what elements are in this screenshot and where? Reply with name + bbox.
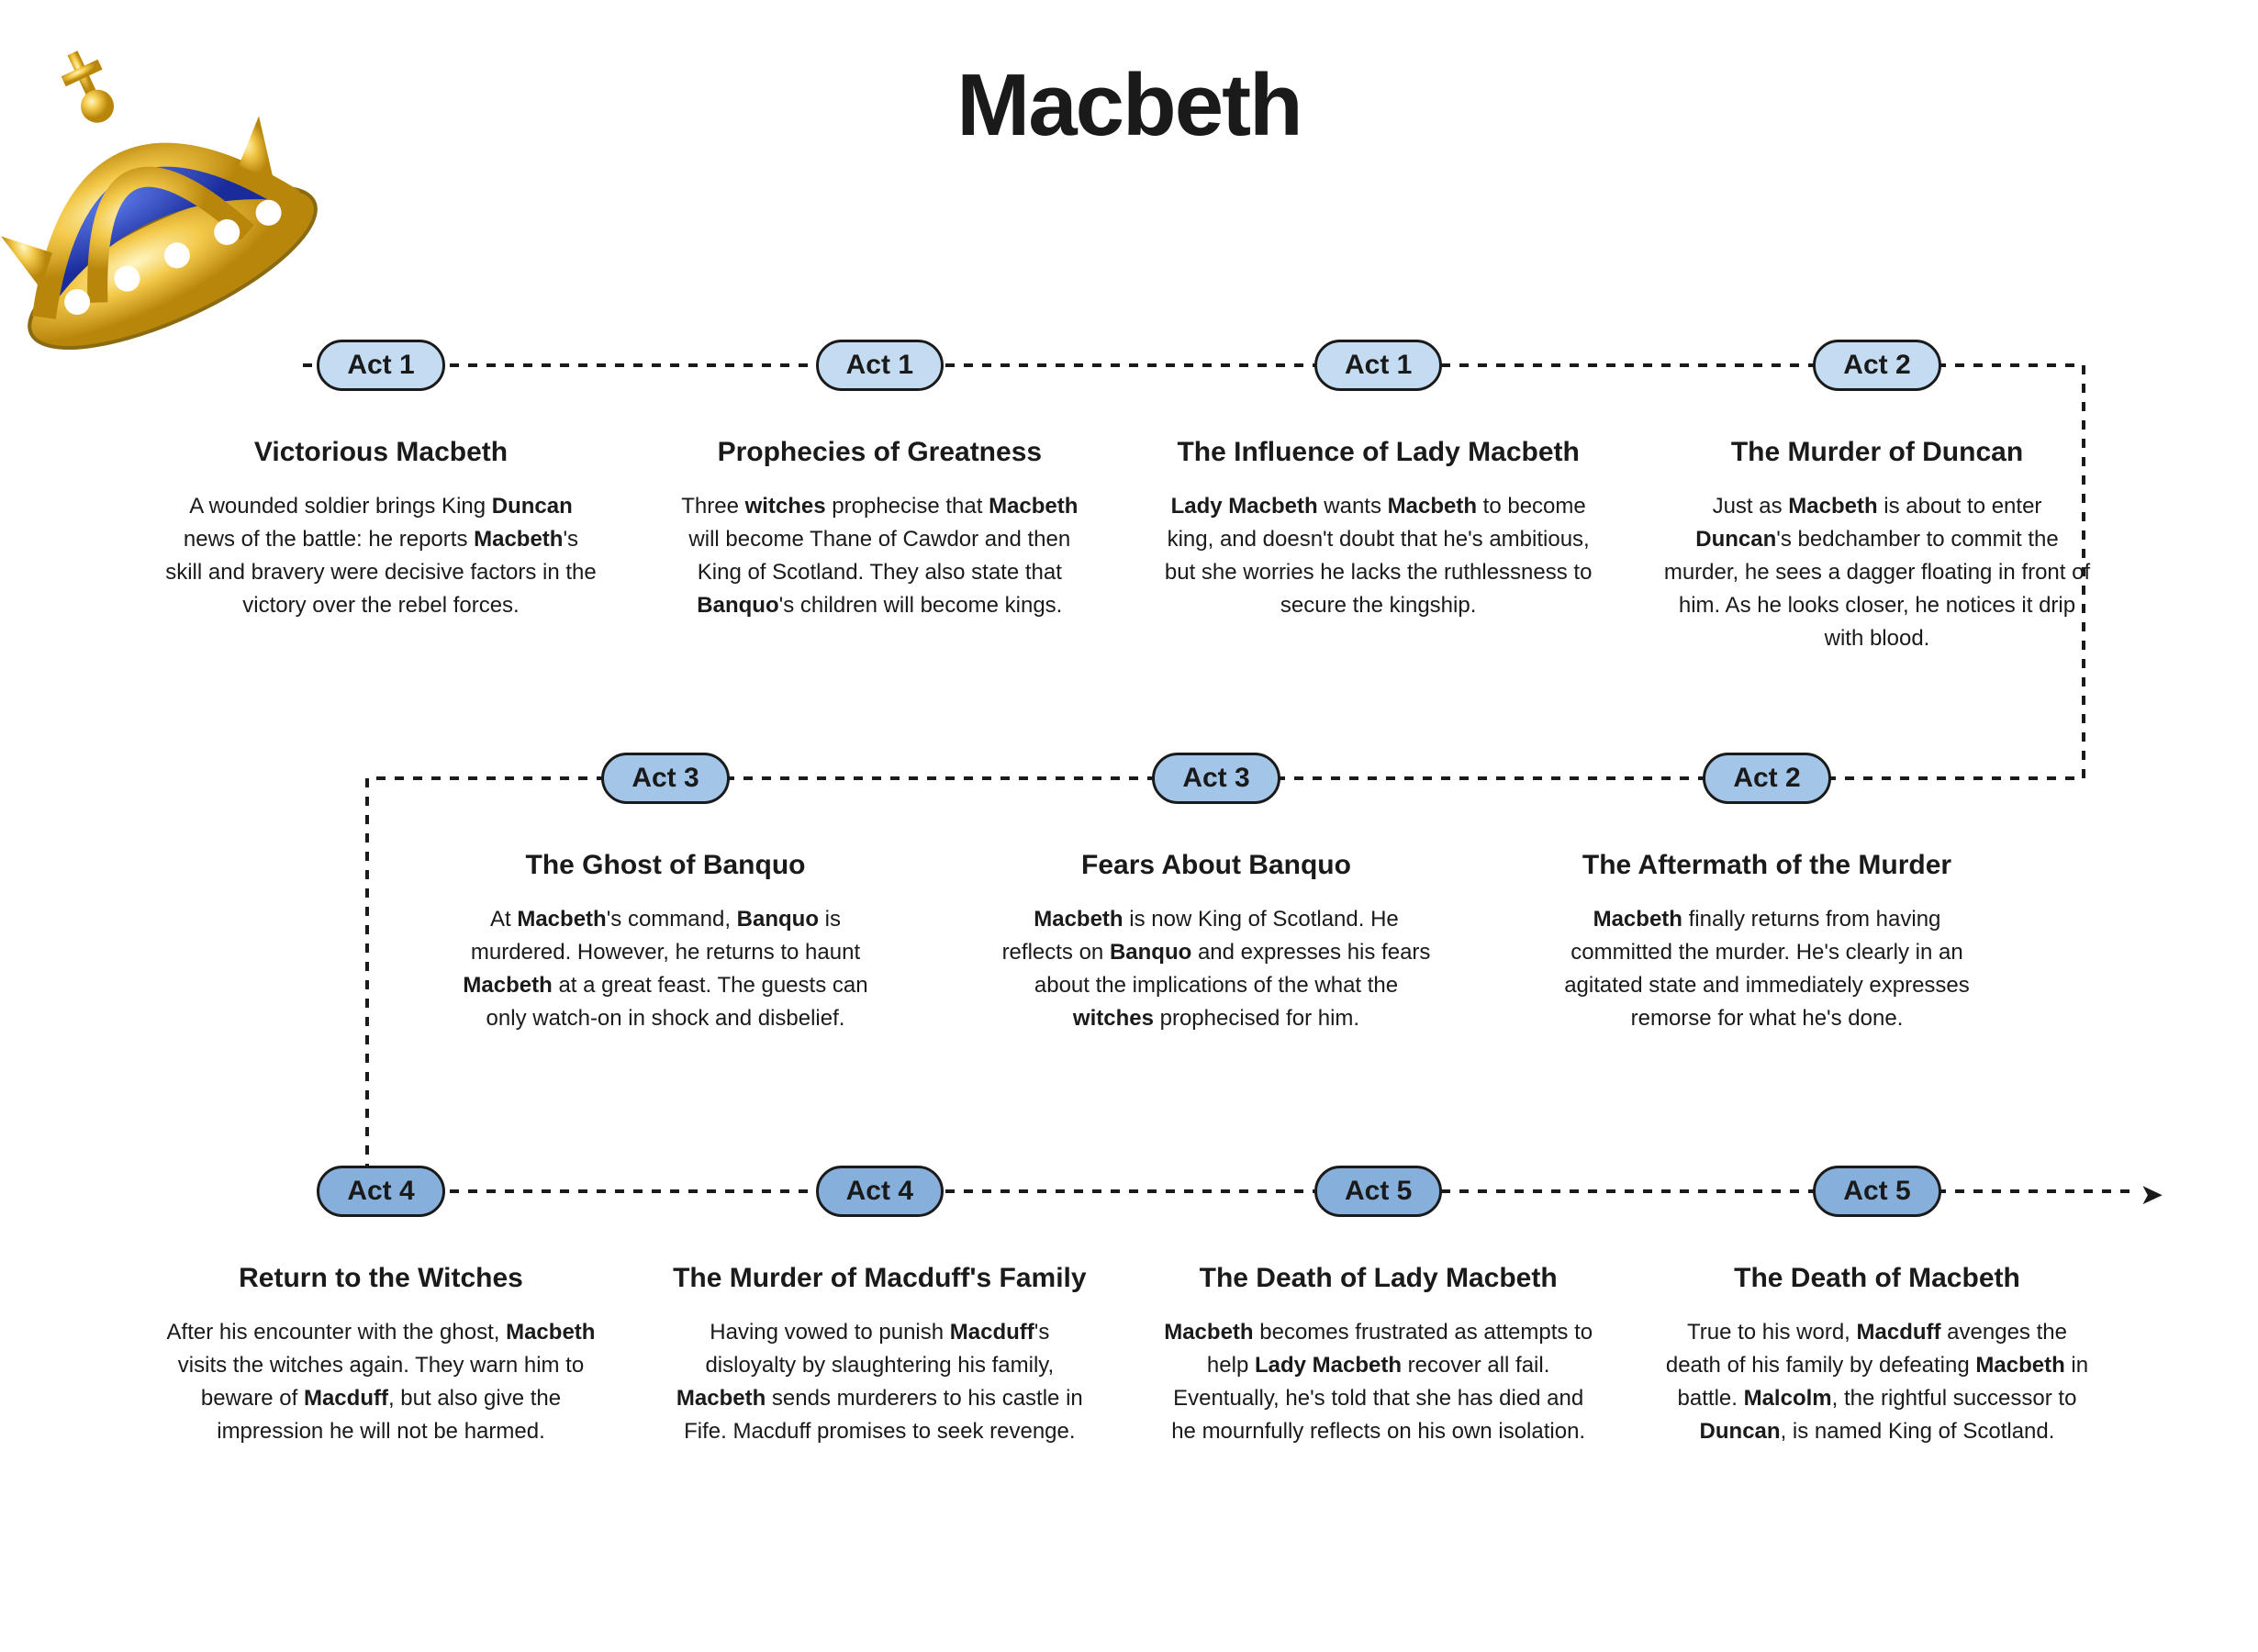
crown-icon: [0, 0, 330, 385]
event-title: The Aftermath of the Murder: [1582, 850, 1951, 881]
timeline-row-3: Act 4 Return to the Witches After his enco…: [101, 1166, 2157, 1448]
event-description: Three witches prophecise that Macbeth wi…: [664, 490, 1095, 622]
timeline-cell: Act 2 The Aftermath of the Murder Macbeth …: [1537, 753, 1996, 1035]
event-description: Having vowed to punish Macduff's disloya…: [664, 1316, 1095, 1448]
act-badge: Act 3: [1152, 753, 1280, 804]
act-badge: Act 4: [816, 1166, 944, 1217]
event-description: After his encounter with the ghost, Macb…: [165, 1316, 597, 1448]
timeline-cell: Act 4 Return to the Witches After his enco…: [156, 1166, 606, 1448]
event-title: The Death of Macbeth: [1734, 1263, 2020, 1294]
event-description: Lady Macbeth wants Macbeth to become kin…: [1163, 490, 1594, 622]
timeline-cell: Act 5 The Death of Macbeth True to his wor…: [1652, 1166, 2102, 1448]
event-title: Prophecies of Greatness: [718, 437, 1042, 468]
timeline-cell: Act 2 The Murder of Duncan Just as Macbeth…: [1652, 340, 2102, 655]
timeline-cell: Act 1 The Influence of Lady Macbeth Lady M…: [1154, 340, 1604, 655]
event-title: The Ghost of Banquo: [526, 850, 806, 881]
act-badge: Act 1: [1314, 340, 1442, 391]
act-badge: Act 4: [317, 1166, 444, 1217]
event-description: Macbeth is now King of Scotland. He refl…: [1000, 903, 1432, 1035]
timeline-cell: Act 5 The Death of Lady Macbeth Macbeth be…: [1154, 1166, 1604, 1448]
act-badge: Act 5: [1813, 1166, 1940, 1217]
event-title: The Influence of Lady Macbeth: [1177, 437, 1579, 468]
timeline-row-2: Act 3 The Ghost of Banquo At Macbeth's com…: [101, 753, 2157, 1035]
timeline-cell: Act 3 Fears About Banquo Macbeth is now Ki…: [987, 753, 1446, 1035]
timeline-cell: Act 3 The Ghost of Banquo At Macbeth's com…: [436, 753, 895, 1035]
page-title: Macbeth: [0, 55, 2258, 156]
timeline-container: ➤ Act 1Victorious MacbethA wounded soldi…: [101, 340, 2157, 1579]
event-description: Macbeth becomes frustrated as attempts t…: [1163, 1316, 1594, 1448]
act-badge: Act 1: [816, 340, 944, 391]
event-description: Macbeth finally returns from having comm…: [1551, 903, 1983, 1035]
event-description: Just as Macbeth is about to enter Duncan…: [1661, 490, 2093, 655]
event-description: A wounded soldier brings King Duncan new…: [165, 490, 597, 622]
timeline-cell: Act 4 The Murder of Macduff's Family Havin…: [654, 1166, 1104, 1448]
event-title: Victorious Macbeth: [254, 437, 508, 468]
timeline-cell: Act 1 Victorious Macbeth A wounded soldier…: [156, 340, 606, 655]
act-badge: Act 2: [1813, 340, 1940, 391]
act-badge: Act 5: [1314, 1166, 1442, 1217]
event-title: The Murder of Macduff's Family: [673, 1263, 1087, 1294]
timeline-cell: Act 1 Prophecies of Greatness Three witche…: [654, 340, 1104, 655]
event-description: At Macbeth's command, Banquo is murdered…: [450, 903, 881, 1035]
timeline-row-1: Act 1 Victorious Macbeth A wounded soldier…: [101, 340, 2157, 655]
event-title: The Death of Lady Macbeth: [1200, 1263, 1558, 1294]
event-title: The Murder of Duncan: [1731, 437, 2023, 468]
act-badge: Act 3: [601, 753, 729, 804]
event-title: Return to the Witches: [239, 1263, 523, 1294]
event-title: Fears About Banquo: [1081, 850, 1351, 881]
act-badge: Act 2: [1703, 753, 1830, 804]
event-description: True to his word, Macduff avenges the de…: [1661, 1316, 2093, 1448]
act-badge: Act 1: [317, 340, 444, 391]
